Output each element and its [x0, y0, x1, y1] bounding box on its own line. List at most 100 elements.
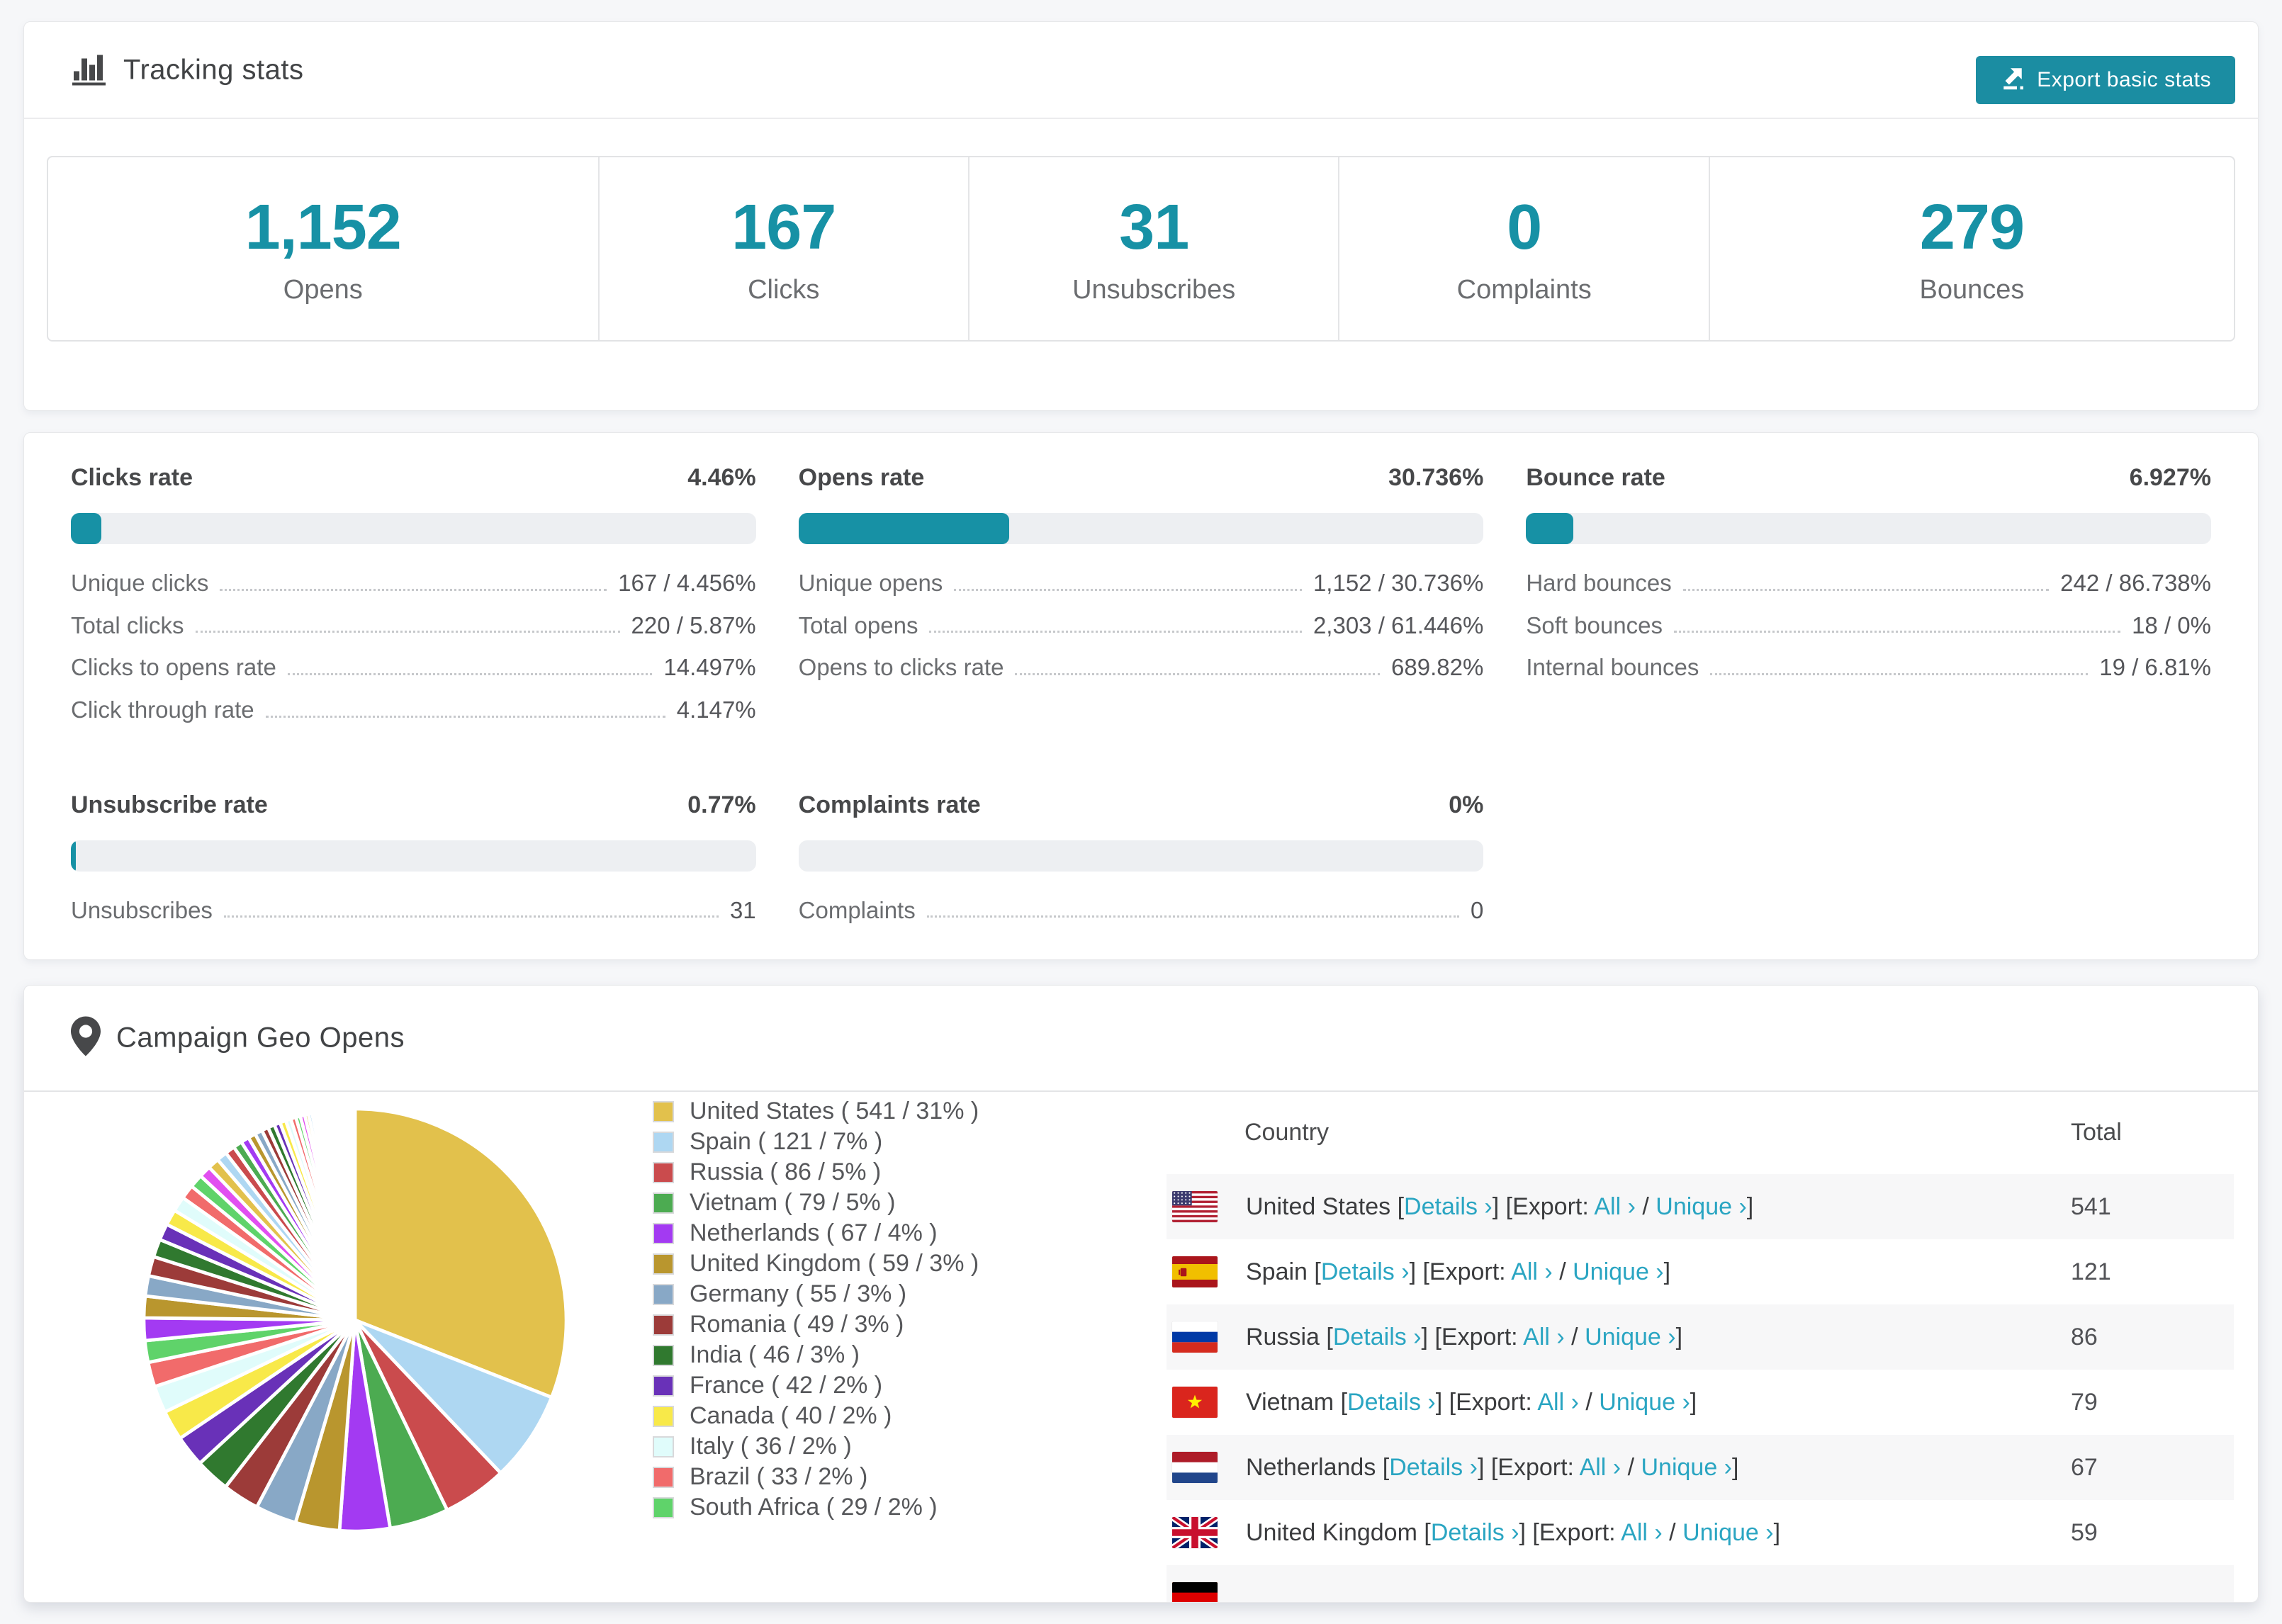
clicks-rate-progress-bar: [71, 513, 756, 544]
complaints-count: 0: [1507, 192, 1542, 263]
clicks-rate-title: Clicks rate: [71, 464, 193, 491]
legend-item[interactable]: Russia ( 86 / 5% ): [653, 1157, 979, 1188]
table-row: United States [Details ›] [Export: All ›…: [1167, 1174, 2234, 1239]
details-link[interactable]: Details ›: [1347, 1388, 1436, 1416]
stat-row-value: 19 / 6.81%: [2099, 654, 2211, 681]
export-all-link[interactable]: All ›: [1594, 1192, 1636, 1220]
legend-item[interactable]: Canada ( 40 / 2% ): [653, 1401, 979, 1431]
legend-color-swatch: [653, 1283, 674, 1305]
country-name: United Kingdom: [1246, 1518, 1417, 1546]
gb-flag-icon: [1172, 1517, 1218, 1548]
legend-color-swatch: [653, 1222, 674, 1244]
dotted-leader: [1673, 631, 2121, 633]
export-all-link[interactable]: All ›: [1579, 1453, 1621, 1481]
dotted-leader: [265, 715, 665, 718]
bounce-rate-value: 6.927%: [2129, 464, 2211, 491]
legend-item[interactable]: United Kingdom ( 59 / 3% ): [653, 1248, 979, 1279]
stat-row-label: Hard bounces: [1526, 570, 1672, 596]
stat-row-value: 167 / 4.456%: [618, 570, 756, 596]
table-row: Spain [Details ›] [Export: All › / Uniqu…: [1167, 1239, 2234, 1304]
export-all-link[interactable]: All ›: [1523, 1323, 1565, 1350]
stat-row: Unsubscribes 31: [71, 898, 756, 923]
opens-label: Opens: [283, 275, 363, 305]
complaints-rate-section: Complaints rate 0% Complaints 0: [798, 791, 1484, 941]
export-unique-link[interactable]: Unique ›: [1656, 1192, 1747, 1220]
details-link[interactable]: Details ›: [1332, 1323, 1422, 1350]
export-unique-link[interactable]: Unique ›: [1682, 1518, 1774, 1546]
complaints-label: Complaints: [1456, 275, 1592, 305]
export-basic-stats-button[interactable]: Export basic stats: [1976, 56, 2235, 104]
opens-rate-progress-bar: [798, 513, 1484, 544]
stat-row-label: Unsubscribes: [71, 896, 213, 923]
dotted-leader: [929, 631, 1302, 633]
export-all-link[interactable]: All ›: [1511, 1258, 1553, 1285]
tracking-stats-card: Tracking stats Export basic stats 1,152 …: [23, 21, 2259, 411]
unsubscribe-rate-section: Unsubscribe rate 0.77% Unsubscribes 31: [71, 791, 756, 941]
export-unique-link[interactable]: Unique ›: [1573, 1258, 1664, 1285]
stat-row-label: Unique clicks: [71, 570, 209, 596]
clicks-rate-value: 4.46%: [687, 464, 756, 491]
legend-item[interactable]: Brazil ( 33 / 2% ): [653, 1462, 979, 1492]
export-unique-link[interactable]: Unique ›: [1585, 1323, 1676, 1350]
summary-opens: 1,152 Opens: [48, 157, 598, 340]
table-row: Russia [Details ›] [Export: All › / Uniq…: [1167, 1304, 2234, 1370]
export-unique-link[interactable]: Unique ›: [1599, 1388, 1690, 1416]
legend-color-swatch: [653, 1436, 674, 1457]
details-link[interactable]: Details ›: [1404, 1192, 1493, 1220]
stat-row: Total clicks 220 / 5.87%: [71, 613, 756, 638]
details-link[interactable]: Details ›: [1320, 1258, 1410, 1285]
legend-item[interactable]: United States ( 541 / 31% ): [653, 1096, 979, 1127]
dotted-leader: [1682, 588, 2050, 591]
stat-row: Opens to clicks rate 689.82%: [799, 655, 1484, 680]
bounce-rate-title: Bounce rate: [1526, 464, 1665, 491]
export-all-link[interactable]: All ›: [1537, 1388, 1579, 1416]
unsubscribes-count: 31: [1119, 192, 1189, 263]
legend-item[interactable]: South Africa ( 29 / 2% ): [653, 1492, 979, 1523]
opens-rate-section: Opens rate 30.736% Unique opens 1,152 / 3…: [798, 464, 1484, 740]
opens-count: 1,152: [244, 192, 402, 263]
legend-item[interactable]: Romania ( 49 / 3% ): [653, 1309, 979, 1340]
legend-color-swatch: [653, 1344, 674, 1366]
legend-color-swatch: [653, 1466, 674, 1488]
legend-item[interactable]: Netherlands ( 67 / 4% ): [653, 1218, 979, 1248]
stat-row-value: 18 / 0%: [2132, 611, 2211, 638]
legend-label: France ( 42 / 2% ): [690, 1372, 883, 1399]
details-link[interactable]: Details ›: [1389, 1453, 1478, 1481]
stat-row-value: 4.147%: [676, 696, 756, 723]
dotted-leader: [926, 915, 1459, 918]
legend-item[interactable]: France ( 42 / 2% ): [653, 1370, 979, 1401]
export-unique-link[interactable]: Unique ›: [1641, 1453, 1732, 1481]
stat-row-label: Internal bounces: [1526, 654, 1699, 681]
complaints-rate-title: Complaints rate: [798, 791, 981, 818]
legend-label: Brazil ( 33 / 2% ): [690, 1463, 868, 1490]
total-value: 121: [2071, 1258, 2111, 1285]
total-value: 67: [2071, 1453, 2098, 1481]
legend-item[interactable]: Spain ( 121 / 7% ): [653, 1127, 979, 1157]
legend-color-swatch: [653, 1375, 674, 1397]
country-column-header: Country: [1244, 1118, 1330, 1146]
legend-label: Romania ( 49 / 3% ): [690, 1311, 904, 1338]
total-column-header: Total: [2071, 1118, 2122, 1146]
complaints-rate-value: 0%: [1449, 791, 1484, 818]
total-value: 541: [2071, 1192, 2111, 1220]
legend-item[interactable]: Vietnam ( 79 / 5% ): [653, 1188, 979, 1218]
es-flag-icon: [1172, 1256, 1218, 1287]
bounces-count: 279: [1919, 192, 2025, 263]
legend-item[interactable]: Italy ( 36 / 2% ): [653, 1431, 979, 1462]
geo-opens-pie-chart[interactable]: [135, 1100, 575, 1540]
export-all-link[interactable]: All ›: [1621, 1518, 1663, 1546]
legend-label: United Kingdom ( 59 / 3% ): [690, 1250, 979, 1277]
legend-color-swatch: [653, 1253, 674, 1275]
legend-item[interactable]: India ( 46 / 3% ): [653, 1340, 979, 1370]
stat-row-value: 0: [1470, 896, 1484, 923]
stat-row-label: Clicks to opens rate: [71, 654, 276, 681]
stat-row-value: 1,152 / 30.736%: [1313, 570, 1484, 596]
bounces-label: Bounces: [1919, 275, 2025, 305]
stat-row: Unique clicks 167 / 4.456%: [71, 570, 756, 596]
vn-flag-icon: [1172, 1387, 1218, 1418]
stat-row-label: Click through rate: [71, 696, 254, 723]
stat-row-label: Unique opens: [798, 570, 943, 596]
details-link[interactable]: Details ›: [1430, 1518, 1519, 1546]
stat-row-value: 14.497%: [663, 654, 756, 681]
legend-item[interactable]: Germany ( 55 / 3% ): [653, 1279, 979, 1309]
